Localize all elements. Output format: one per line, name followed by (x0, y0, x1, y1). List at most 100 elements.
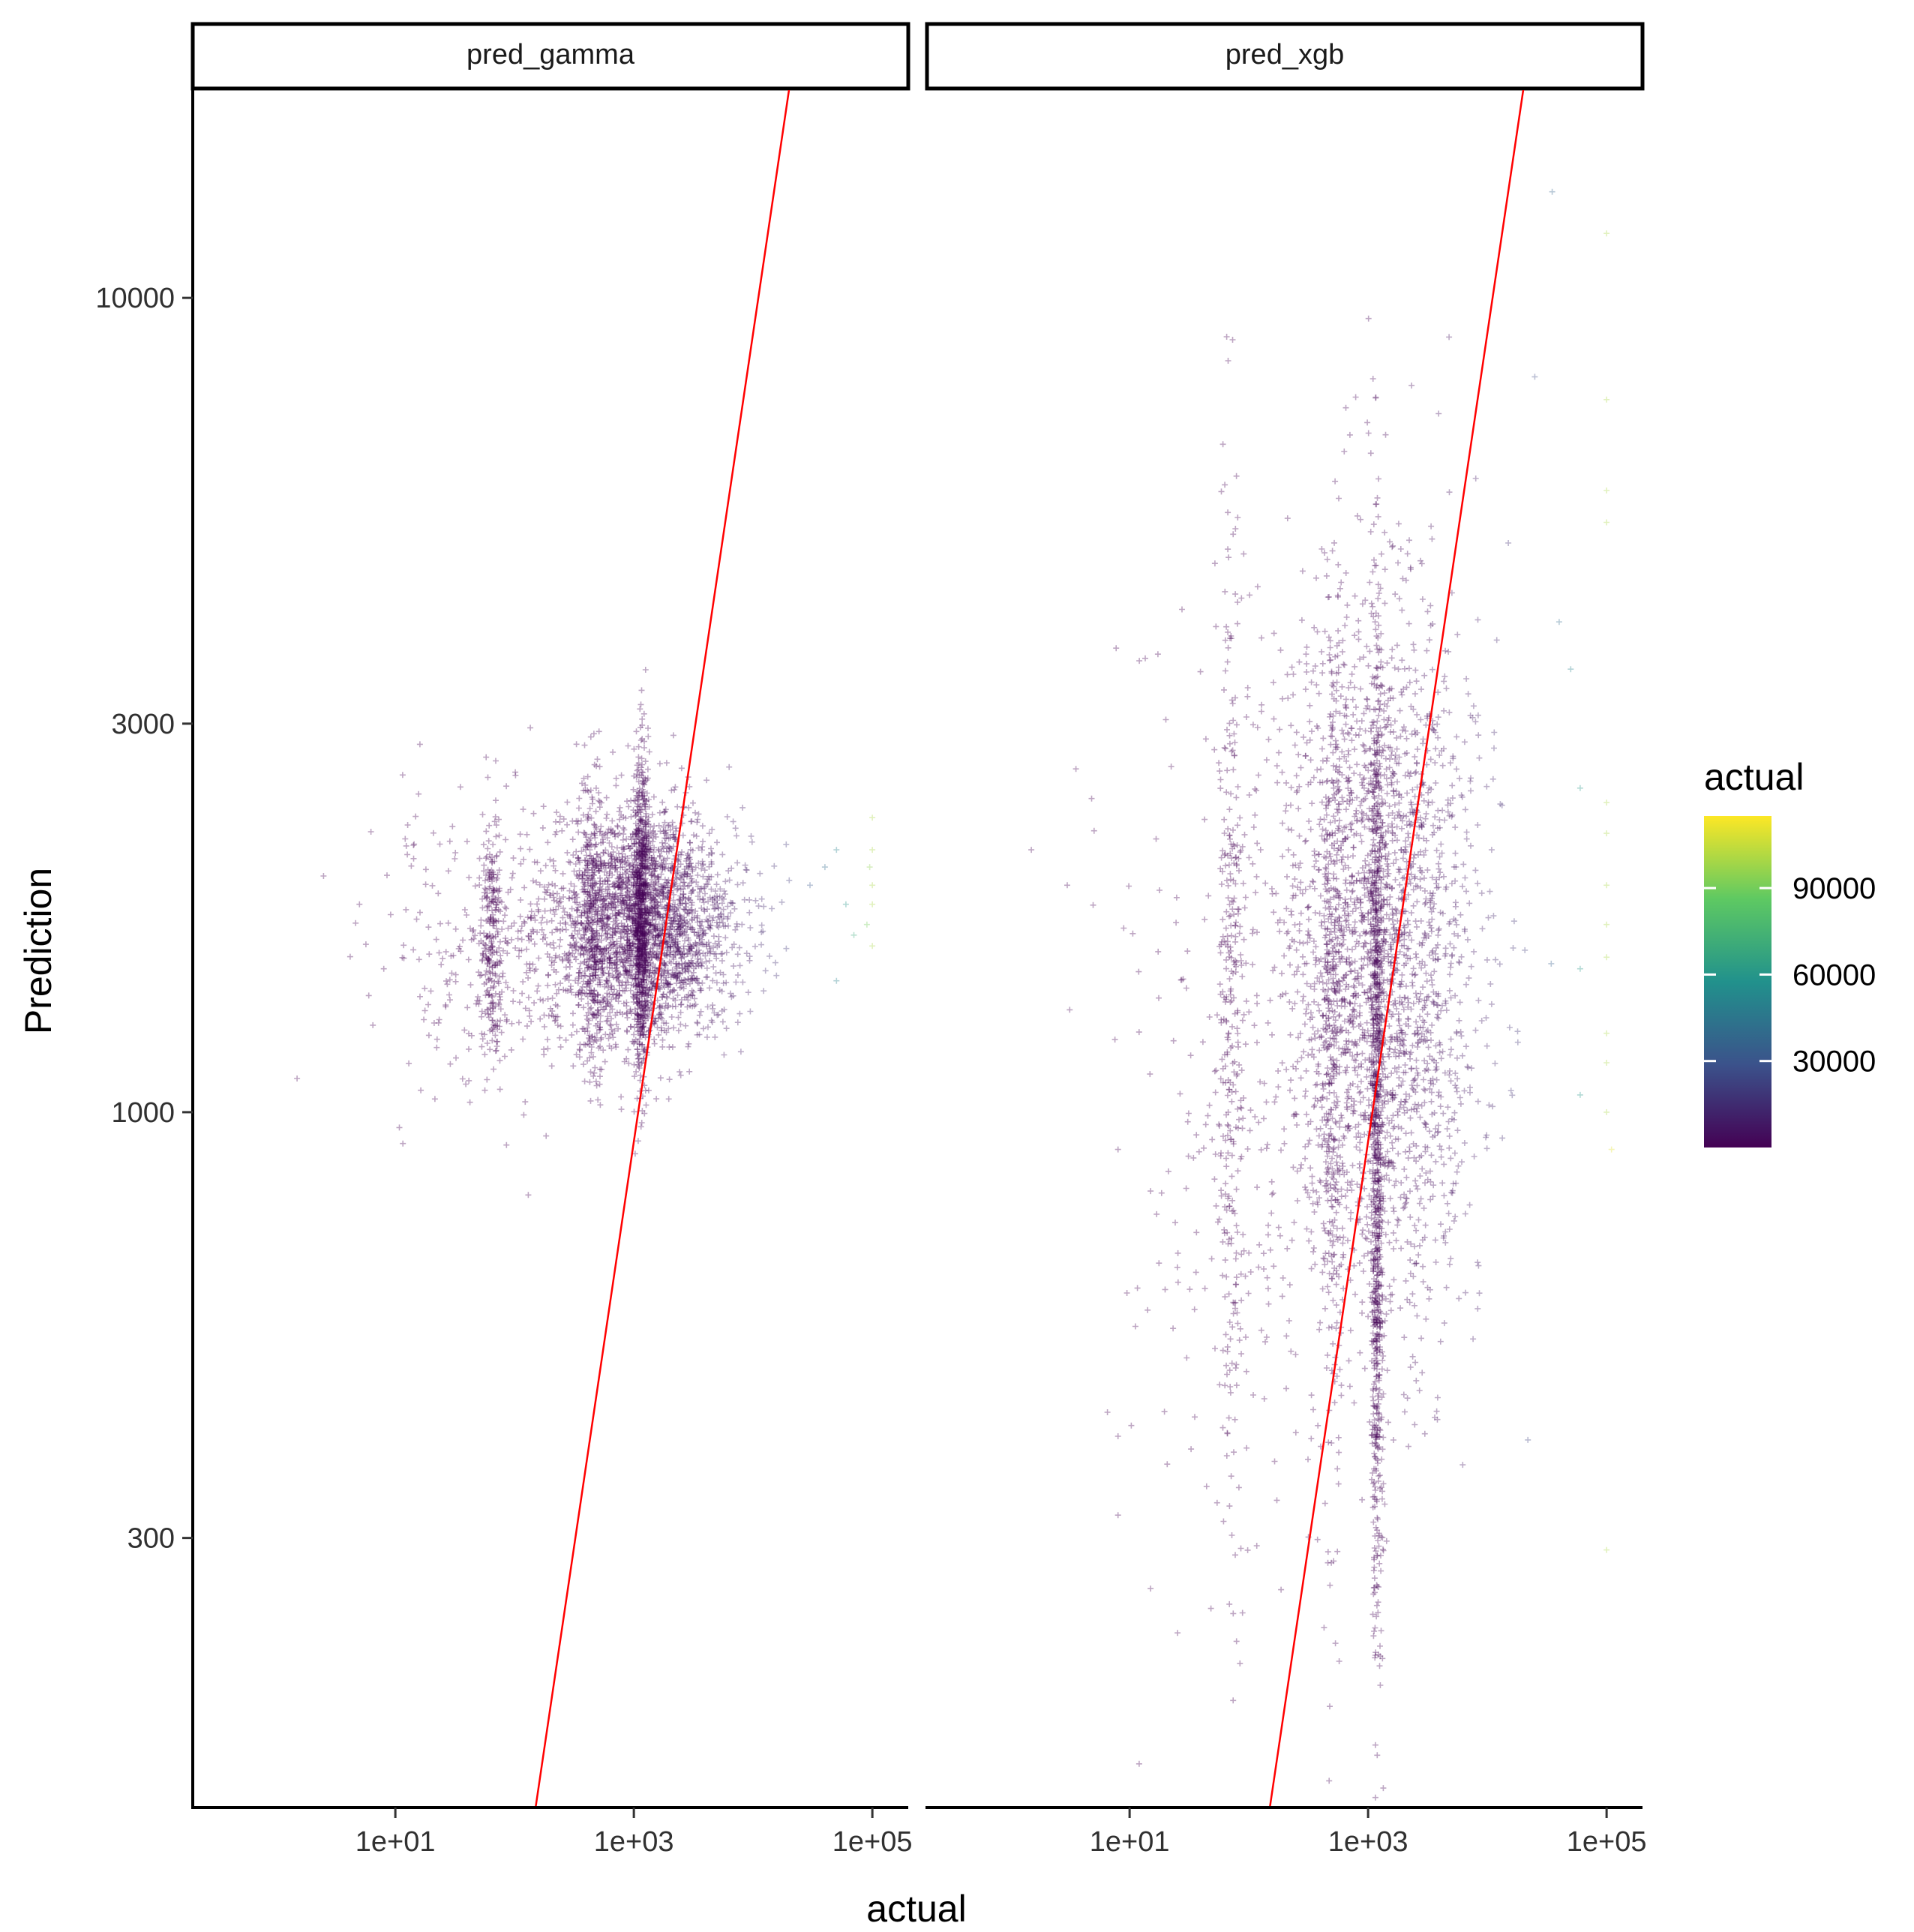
data-point (503, 1142, 510, 1148)
data-point (710, 977, 716, 984)
data-point (645, 734, 652, 740)
data-point (630, 786, 637, 793)
data-point (1414, 1312, 1420, 1319)
data-point (644, 1003, 651, 1010)
data-point (1461, 1088, 1468, 1094)
data-point (576, 1046, 583, 1053)
data-point (515, 953, 522, 960)
data-point (641, 916, 648, 922)
data-point (598, 840, 604, 847)
data-point (526, 938, 532, 944)
x-tick-label: 1e+03 (594, 1826, 674, 1858)
data-point (642, 758, 649, 765)
data-point (643, 921, 649, 928)
data-point (622, 904, 628, 911)
data-point (641, 854, 648, 861)
data-point (634, 874, 640, 881)
data-point (437, 920, 443, 927)
data-point (691, 1002, 698, 1009)
data-point (452, 856, 458, 862)
data-point (718, 910, 724, 917)
data-point (721, 1052, 728, 1058)
data-point (691, 965, 698, 972)
data-point (434, 1044, 440, 1051)
data-point (1412, 754, 1418, 760)
data-point (700, 927, 707, 934)
data-point (709, 850, 716, 856)
data-point (1309, 1173, 1316, 1180)
data-point (396, 1124, 403, 1131)
data-point (673, 933, 680, 940)
data-point (638, 919, 645, 926)
data-point (527, 724, 534, 731)
data-point (755, 903, 762, 910)
data-point (850, 932, 857, 938)
data-point (613, 890, 620, 897)
data-point (1433, 847, 1440, 854)
data-point (610, 1034, 616, 1041)
data-point (644, 766, 651, 772)
data-point (1364, 1019, 1370, 1026)
data-point (542, 862, 549, 869)
data-point (676, 932, 683, 938)
data-point (614, 975, 620, 982)
data-point (592, 958, 599, 965)
data-point (604, 881, 611, 887)
data-point (686, 946, 692, 953)
data-point (536, 955, 542, 962)
data-point (575, 829, 582, 836)
data-point (757, 870, 764, 877)
data-point (697, 925, 704, 932)
data-point (632, 882, 639, 889)
data-point (640, 902, 647, 908)
data-point (508, 1020, 515, 1027)
data-point (730, 818, 736, 825)
data-point (609, 1006, 616, 1012)
data-point (717, 969, 724, 976)
data-point (575, 855, 582, 862)
data-point (650, 961, 656, 968)
data-point (760, 988, 767, 994)
data-point (689, 992, 696, 999)
data-point (717, 911, 724, 918)
data-point (603, 1018, 610, 1024)
data-point (1490, 913, 1497, 920)
data-point (556, 813, 563, 820)
data-point (570, 1063, 577, 1070)
data-point (632, 906, 638, 913)
data-point (1457, 911, 1464, 918)
data-point (530, 928, 537, 935)
data-point (628, 945, 634, 952)
data-point (578, 995, 585, 1002)
data-point (690, 800, 696, 806)
data-point (1348, 1209, 1354, 1216)
data-point (438, 962, 445, 968)
data-point (638, 909, 644, 916)
data-point (624, 930, 631, 937)
data-point (634, 932, 640, 939)
data-point (640, 843, 646, 850)
data-point (422, 866, 429, 873)
data-point (524, 961, 530, 968)
data-point (492, 1032, 499, 1039)
data-point (616, 971, 622, 978)
data-point (551, 1018, 558, 1024)
data-point (464, 838, 470, 844)
data-point (603, 981, 610, 987)
data-point (574, 818, 581, 824)
data-point (602, 925, 608, 931)
data-point (700, 932, 706, 938)
data-point (586, 920, 592, 926)
data-point (634, 890, 641, 897)
data-point (1400, 1391, 1407, 1398)
data-point (724, 814, 730, 820)
data-point (687, 839, 693, 846)
data-point (642, 962, 649, 968)
data-point (562, 1036, 569, 1043)
data-point (598, 862, 605, 869)
data-point (581, 830, 588, 836)
data-point (1355, 870, 1362, 877)
data-point (545, 971, 551, 978)
data-point (610, 918, 616, 925)
facet-strip-label-pred-xgb: pred_xgb (1226, 39, 1344, 70)
